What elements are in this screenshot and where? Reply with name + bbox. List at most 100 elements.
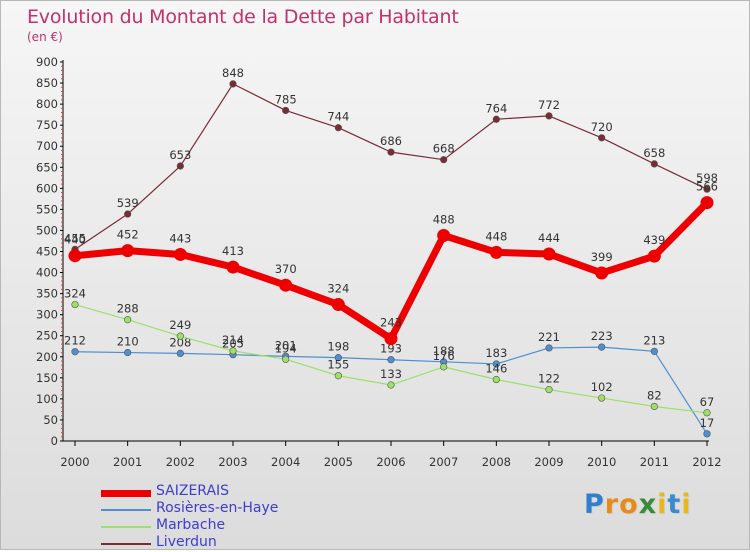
data-label: 210 <box>117 335 139 349</box>
y-tick-label: 700 <box>36 139 58 153</box>
logo-letter: o <box>619 489 639 520</box>
data-label: 243 <box>380 316 402 330</box>
data-point <box>279 278 293 292</box>
data-label: 566 <box>696 180 718 194</box>
legend-swatch <box>101 489 151 497</box>
logo-letter: r <box>604 489 620 520</box>
data-point <box>703 409 711 417</box>
y-tick-label: 250 <box>36 329 58 343</box>
x-tick-label: 2012 <box>692 455 721 469</box>
data-point <box>492 360 500 368</box>
y-tick-label: 200 <box>36 350 58 364</box>
data-label: 67 <box>700 395 715 409</box>
data-point <box>173 247 187 261</box>
data-point <box>121 244 135 258</box>
y-tick-label: 150 <box>36 371 58 385</box>
data-point <box>334 354 342 362</box>
data-label: 440 <box>64 233 86 247</box>
chart-title: Evolution du Montant de la Dette par Hab… <box>27 6 459 28</box>
y-tick-label: 100 <box>36 392 58 406</box>
data-point <box>229 347 237 355</box>
data-label: 223 <box>591 329 613 343</box>
data-point <box>282 106 290 115</box>
data-point <box>703 185 711 193</box>
data-label: 443 <box>169 231 191 245</box>
proxiti-logo: Proxiti <box>584 489 692 520</box>
x-tick-label: 2008 <box>482 455 511 469</box>
logo-letter: P <box>584 489 605 520</box>
data-point <box>489 245 503 259</box>
data-label: 221 <box>538 330 560 344</box>
data-point <box>176 162 184 170</box>
data-label: 249 <box>169 318 191 332</box>
data-point <box>71 348 79 356</box>
data-point <box>226 260 240 274</box>
legend-swatch <box>101 526 151 528</box>
data-label: 193 <box>380 342 402 356</box>
x-tick-label: 2001 <box>113 455 142 469</box>
data-point <box>124 210 132 218</box>
y-tick-label: 550 <box>36 202 58 216</box>
data-point <box>595 266 609 280</box>
x-tick-label: 2006 <box>376 455 405 469</box>
data-point <box>331 298 345 312</box>
y-tick-label: 400 <box>36 266 58 280</box>
data-label: 212 <box>64 334 86 348</box>
legend-label: Rosières-en-Haye <box>156 500 279 516</box>
data-label: 194 <box>275 341 297 355</box>
data-label: 288 <box>117 302 139 316</box>
logo-letter: i <box>657 489 668 520</box>
y-tick-label: 600 <box>36 181 58 195</box>
data-point <box>124 316 132 324</box>
data-point <box>650 160 658 168</box>
data-point <box>703 430 711 438</box>
data-point <box>650 347 658 355</box>
data-label: 133 <box>380 367 402 381</box>
data-label: 444 <box>538 231 560 245</box>
x-tick-label: 2011 <box>640 455 669 469</box>
y-tick-label: 800 <box>36 97 58 111</box>
x-tick-label: 2007 <box>429 455 458 469</box>
data-point <box>437 228 451 242</box>
data-label: 848 <box>222 66 244 80</box>
y-tick-label: 650 <box>36 160 58 174</box>
data-label: 155 <box>327 358 349 372</box>
legend-label: SAIZERAIS <box>156 483 230 499</box>
data-label: 658 <box>643 146 665 160</box>
data-label: 188 <box>433 344 455 358</box>
data-label: 82 <box>647 388 662 402</box>
data-label: 102 <box>591 380 613 394</box>
legend-swatch <box>101 509 151 511</box>
x-tick-label: 2002 <box>166 455 195 469</box>
x-tick-label: 2009 <box>534 455 563 469</box>
data-point <box>334 372 342 380</box>
data-point <box>650 402 658 411</box>
data-point <box>124 348 132 357</box>
data-point <box>387 381 395 389</box>
data-label: 399 <box>591 250 613 264</box>
x-tick-label: 2010 <box>587 455 616 469</box>
y-tick-label: 900 <box>36 55 58 69</box>
data-label: 744 <box>327 110 349 124</box>
logo-letter: x <box>638 489 658 520</box>
data-label: 439 <box>643 233 665 247</box>
y-tick-label: 350 <box>36 287 58 301</box>
data-label: 539 <box>117 196 139 210</box>
data-point <box>68 249 82 263</box>
data-point <box>492 375 500 384</box>
data-label: 448 <box>485 229 507 243</box>
data-point <box>598 343 606 351</box>
data-label: 122 <box>538 372 560 386</box>
data-label: 183 <box>485 346 507 360</box>
data-label: 201 <box>275 338 297 352</box>
data-label: 686 <box>380 134 402 148</box>
legend-swatch <box>101 543 151 545</box>
y-tick-label: 50 <box>43 413 58 427</box>
logo-letter: i <box>681 489 692 520</box>
data-label: 764 <box>485 101 507 115</box>
data-point <box>176 332 184 340</box>
data-label: 198 <box>327 340 349 354</box>
legend-label: Marbache <box>156 517 226 533</box>
